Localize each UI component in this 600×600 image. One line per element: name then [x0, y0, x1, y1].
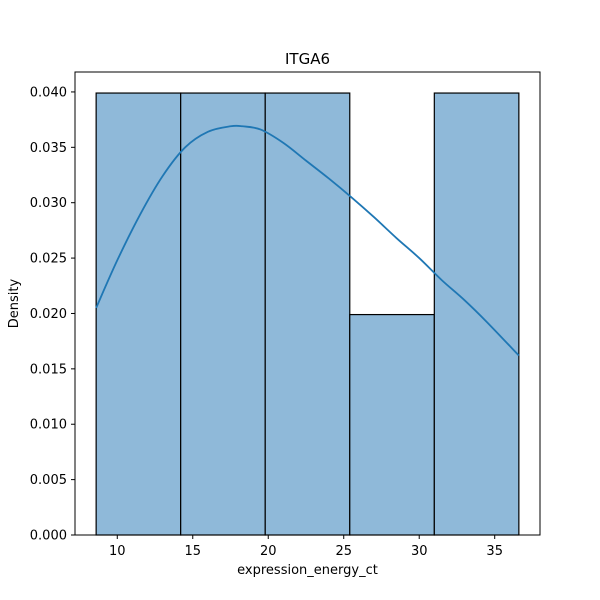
y-tick-label-3: 0.015 — [30, 362, 67, 377]
bars-group — [95, 92, 520, 536]
x-axis: 10 15 20 25 30 35 — [109, 535, 503, 559]
histogram-bar-4 — [349, 313, 435, 536]
histogram-bar-5 — [433, 92, 520, 536]
plot-frame — [74, 71, 541, 536]
y-tick-label-1: 0.005 — [30, 473, 67, 488]
y-tick-label-0: 0.000 — [30, 529, 67, 544]
x-tick-label-25: 25 — [335, 544, 352, 559]
x-tick-label-15: 15 — [184, 544, 201, 559]
y-tick-label-6: 0.030 — [30, 196, 67, 211]
y-axis: 0.000 0.005 0.010 0.015 0.020 0.025 0.030 0.035… — [30, 85, 75, 544]
y-axis-label: Density — [7, 278, 22, 328]
x-tick-label-20: 20 — [260, 544, 277, 559]
histogram-bar-1 — [95, 92, 182, 536]
y-tick-label-7: 0.035 — [30, 141, 67, 156]
x-tick-label-10: 10 — [109, 544, 126, 559]
y-tick-label-8: 0.040 — [30, 85, 67, 100]
histogram-bar-2 — [180, 92, 266, 536]
y-tick-label-4: 0.020 — [30, 307, 67, 322]
kde-curve — [95, 124, 520, 357]
histogram-bar-3 — [264, 92, 351, 536]
kde-group — [95, 124, 520, 357]
y-tick-label-5: 0.025 — [30, 252, 67, 267]
x-tick-label-30: 30 — [411, 544, 428, 559]
chart-title: ITGA6 — [285, 50, 330, 68]
x-tick-label-35: 35 — [486, 544, 503, 559]
y-tick-label-2: 0.010 — [30, 418, 67, 433]
x-axis-label: expression_energy_ct — [237, 563, 378, 578]
